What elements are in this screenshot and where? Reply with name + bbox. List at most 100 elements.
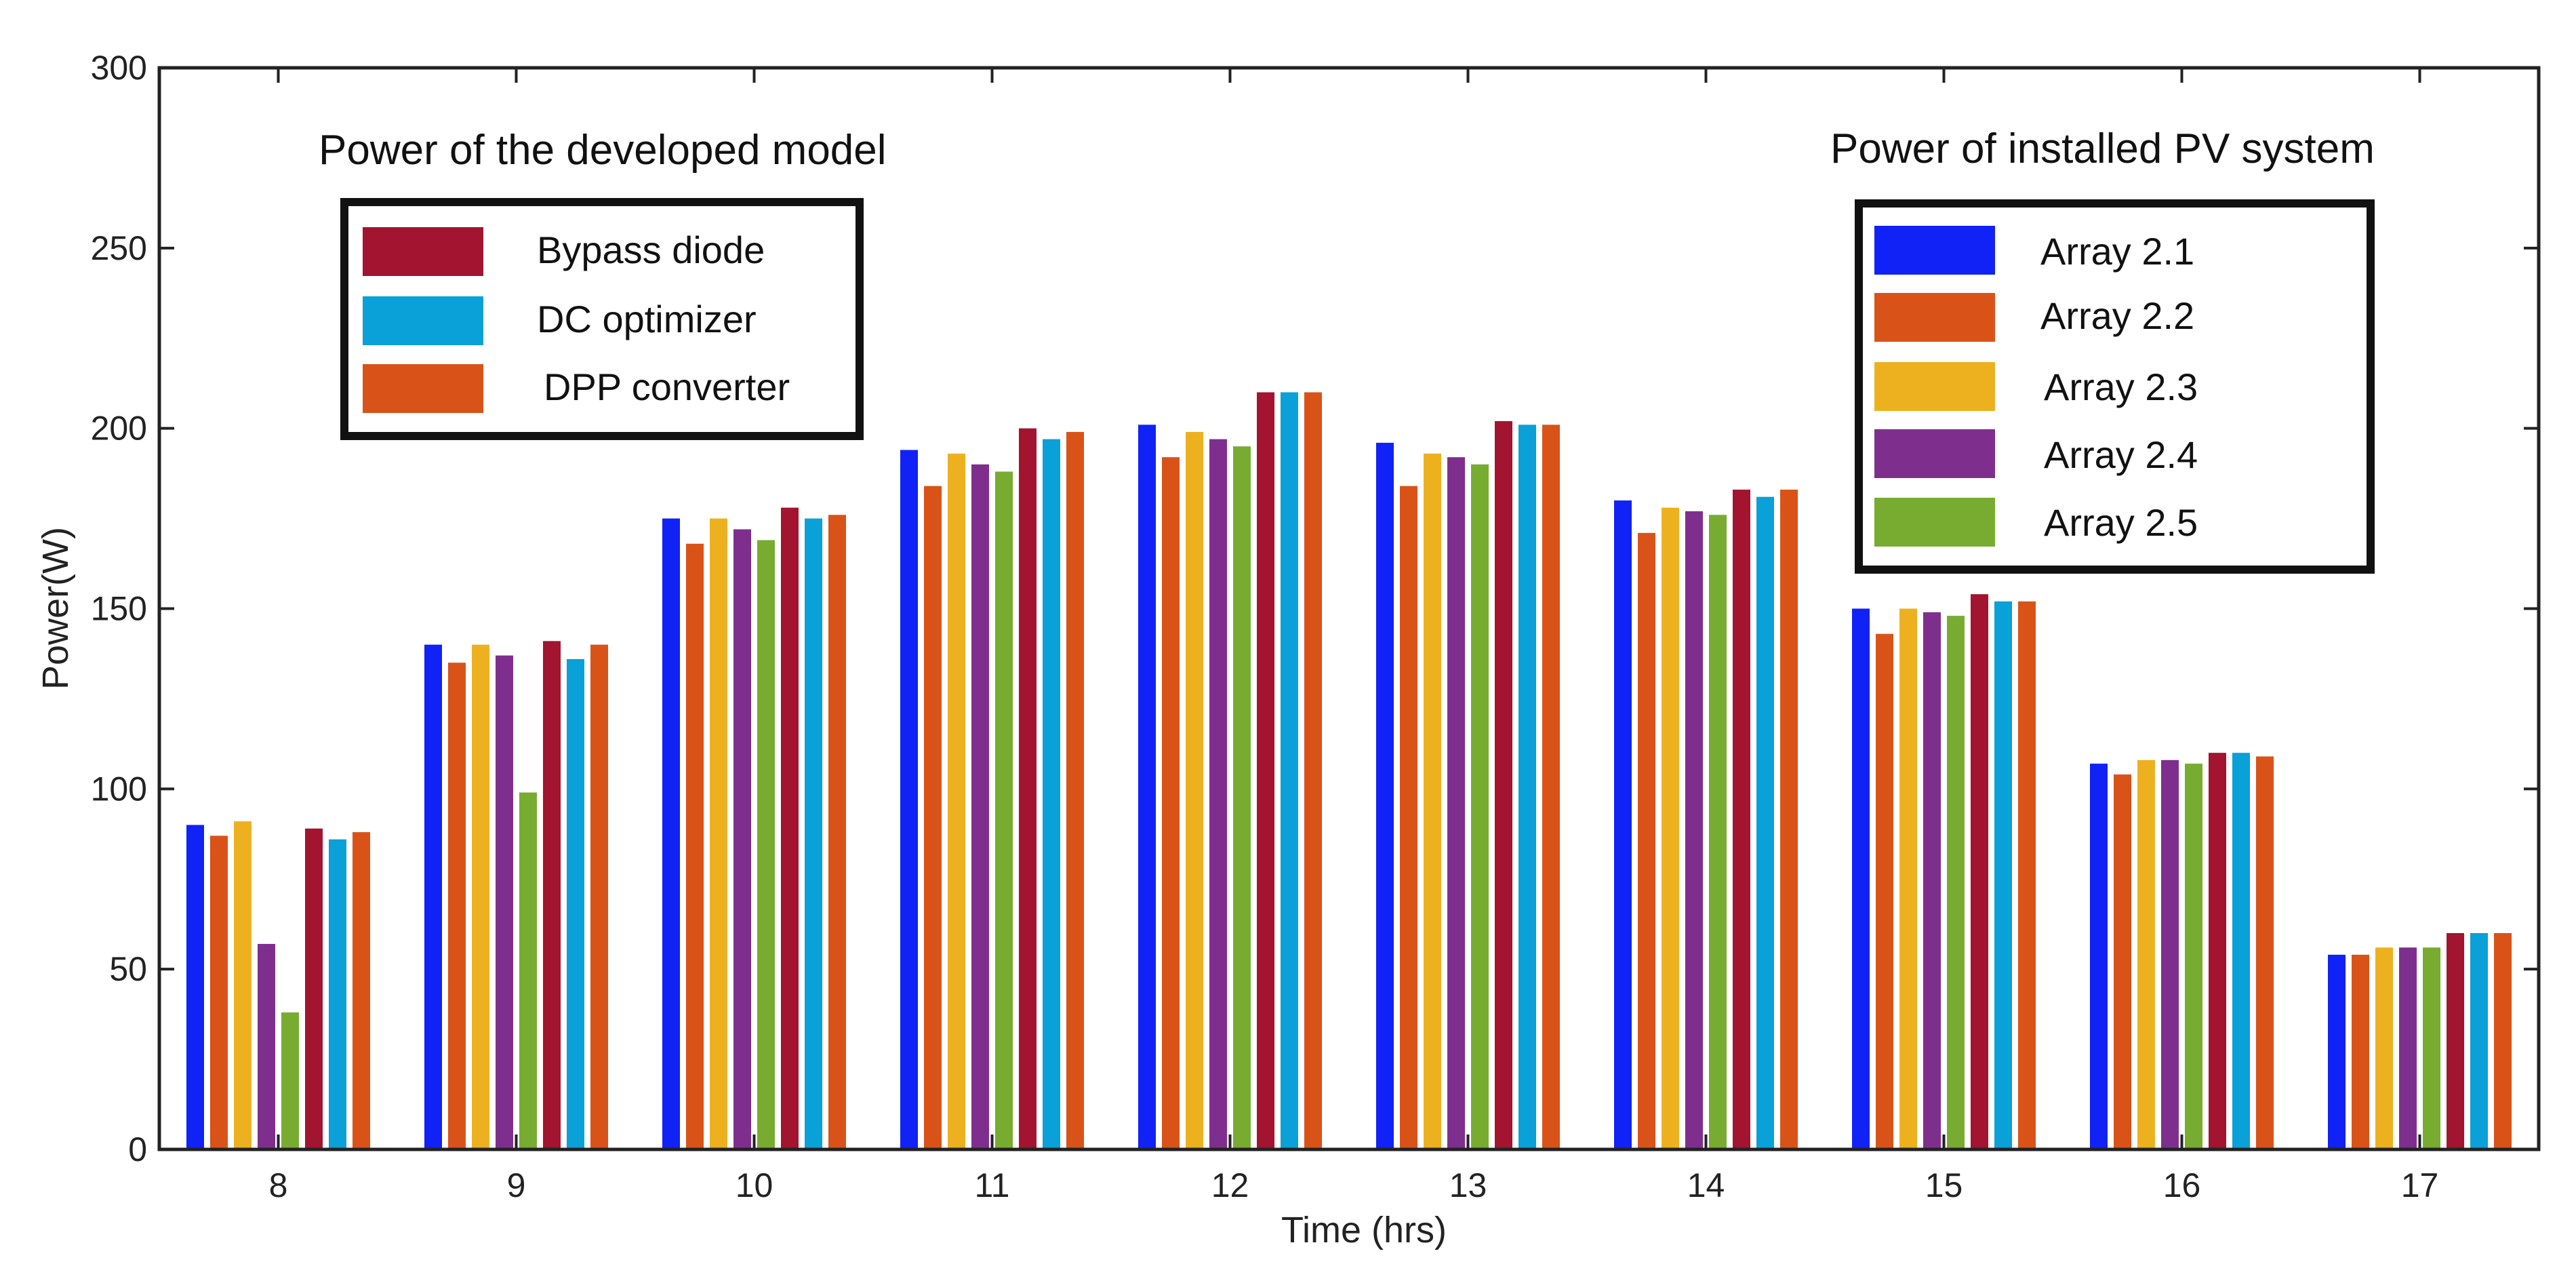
bar-array-2-3-15 [1899,608,1917,1149]
bar-array-2-2-15 [1876,633,1893,1149]
legend-swatch-array-2-4 [1874,429,1995,478]
x-tick-label: 13 [1449,1166,1487,1204]
bar-array-2-4-17 [2399,947,2417,1149]
bar-dc-optimizer-14 [1756,496,1774,1149]
y-tick-label: 100 [91,770,147,808]
bar-dpp-converter-17 [2494,933,2512,1149]
bar-dpp-converter-13 [1542,425,1560,1149]
bar-array-2-5-13 [1471,464,1489,1149]
bar-bypass-diode-11 [1019,428,1037,1149]
legend-label-array-2-3: Array 2.3 [2044,366,2198,408]
bar-array-2-5-16 [2185,764,2202,1149]
bar-dc-optimizer-15 [1994,601,2012,1149]
bar-dc-optimizer-17 [2470,933,2488,1149]
bar-array-2-1-13 [1376,442,1394,1149]
bar-dpp-converter-15 [2018,601,2036,1149]
legend-label-dc-optimizer: DC optimizer [537,298,757,340]
x-tick-label: 16 [2163,1166,2201,1204]
bar-array-2-3-10 [710,518,727,1149]
bar-bypass-diode-15 [1971,594,1988,1149]
bar-array-2-4-13 [1447,457,1465,1149]
y-tick-label: 0 [128,1130,147,1168]
bar-array-2-4-8 [258,943,275,1149]
bar-array-2-2-11 [924,486,942,1149]
bar-dc-optimizer-10 [805,518,822,1149]
bar-array-2-2-17 [2352,954,2369,1149]
bar-array-2-2-8 [210,835,228,1149]
bar-array-2-3-11 [948,453,965,1150]
bar-dpp-converter-16 [2256,756,2274,1149]
bar-array-2-4-11 [971,464,989,1149]
bar-array-2-2-16 [2114,774,2131,1149]
bar-dpp-converter-11 [1066,431,1084,1149]
y-tick-label: 50 [109,950,147,988]
legend-swatch-dc-optimizer [363,296,483,345]
bar-array-2-5-12 [1233,446,1251,1149]
legend-label-dpp-converter: DPP converter [544,366,790,408]
bar-array-2-1-16 [2090,764,2108,1149]
bar-array-2-3-8 [234,821,251,1149]
legend-label-array-2-5: Array 2.5 [2044,501,2198,544]
bar-array-2-3-13 [1424,453,1441,1150]
bar-array-2-5-10 [757,540,775,1149]
bar-dpp-converter-14 [1780,490,1798,1149]
legend-label-array-2-4: Array 2.4 [2044,433,2198,476]
legend-swatch-array-2-2 [1874,293,1995,342]
bar-array-2-1-12 [1138,425,1156,1149]
bar-array-2-4-14 [1685,511,1703,1149]
bar-array-2-1-14 [1614,500,1632,1149]
y-tick-label: 300 [91,49,147,87]
bar-array-2-2-10 [686,543,704,1149]
bar-dc-optimizer-11 [1043,439,1060,1149]
bar-dc-optimizer-12 [1281,392,1298,1149]
y-tick-label: 250 [91,229,147,267]
legend-installed-pv: Array 2.1 Array 2.2 Array 2.3 Array 2.4 … [1855,199,2375,574]
bar-array-2-2-9 [448,663,466,1149]
bar-array-2-2-12 [1162,457,1180,1149]
bar-array-2-3-16 [2137,759,2155,1149]
bar-array-2-1-17 [2328,954,2346,1149]
legend-swatch-array-2-3 [1874,362,1995,411]
x-axis-title: Time (hrs) [1281,1210,1447,1250]
legend-title-developed-model: Power of the developed model [319,127,887,174]
bar-array-2-5-8 [281,1012,299,1149]
bar-bypass-diode-10 [781,507,799,1149]
bar-array-2-3-14 [1662,507,1679,1149]
bar-bypass-diode-9 [543,641,561,1149]
legend-swatch-array-2-1 [1874,226,1995,275]
bar-array-2-3-9 [472,644,489,1149]
bar-array-2-3-17 [2375,947,2393,1149]
x-tick-label: 10 [736,1166,773,1204]
bar-dc-optimizer-16 [2232,753,2250,1149]
legend-label-array-2-2: Array 2.2 [2040,294,2194,337]
bar-array-2-2-13 [1400,486,1417,1149]
bar-dc-optimizer-13 [1518,425,1536,1149]
bar-array-2-4-15 [1923,612,1941,1149]
bar-dc-optimizer-9 [567,658,584,1149]
bar-array-2-1-11 [900,450,918,1149]
bar-array-2-1-10 [662,518,680,1149]
bar-bypass-diode-12 [1257,392,1274,1149]
x-tick-label: 11 [975,1166,1010,1204]
bar-array-2-4-12 [1209,439,1227,1149]
legend-label-array-2-1: Array 2.1 [2040,230,2194,273]
bar-dpp-converter-10 [828,515,846,1149]
bar-bypass-diode-13 [1495,421,1512,1149]
bar-array-2-1-8 [186,825,204,1149]
bar-array-2-5-17 [2423,947,2440,1149]
bar-array-2-2-14 [1638,532,1655,1149]
legend-title-installed-pv: Power of installed PV system [1830,125,2375,172]
y-axis-title: Power(W) [35,527,76,690]
bar-bypass-diode-8 [305,828,323,1149]
x-tick-label: 14 [1687,1166,1725,1204]
bar-dpp-converter-8 [353,832,370,1149]
legend-swatch-dpp-converter [363,364,483,413]
bar-array-2-1-15 [1852,608,1870,1149]
bar-array-2-5-14 [1709,515,1727,1149]
x-tick-label: 12 [1211,1166,1249,1204]
bar-bypass-diode-14 [1733,490,1750,1149]
bar-dc-optimizer-8 [329,839,346,1149]
legend-label-bypass-diode: Bypass diode [537,229,765,271]
bar-array-2-5-11 [995,471,1013,1149]
bar-array-2-1-9 [424,644,442,1149]
